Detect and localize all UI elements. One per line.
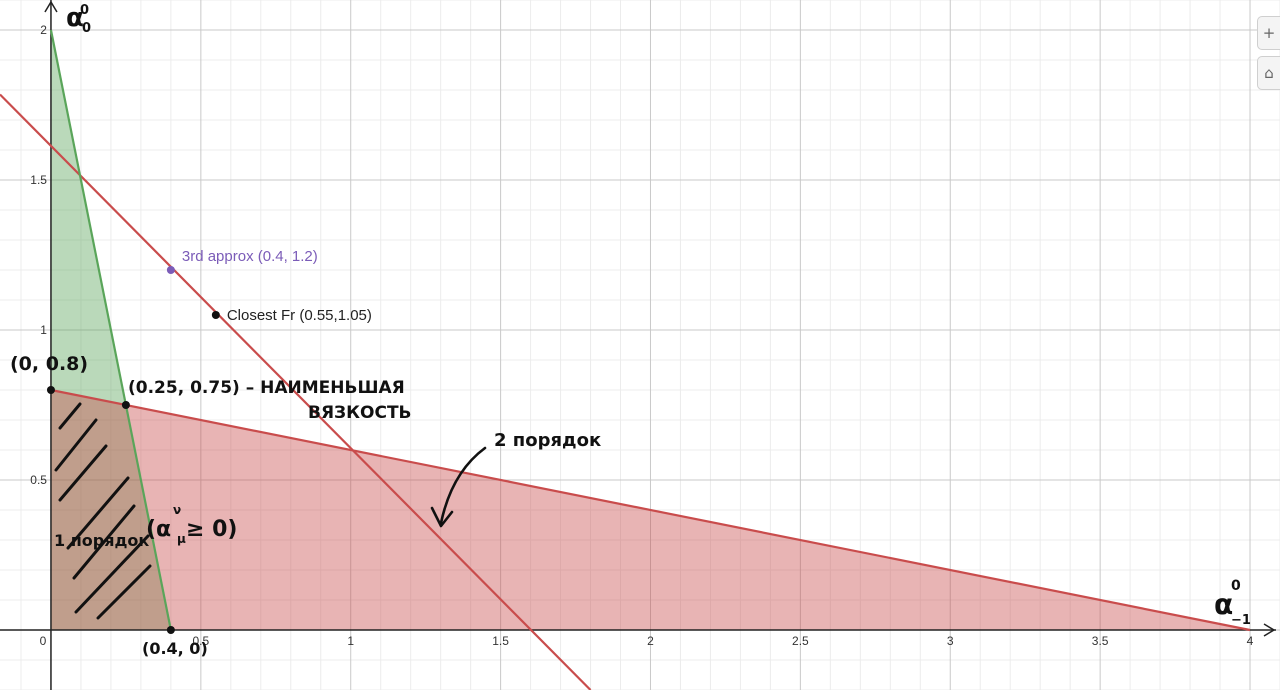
x-tick-label: 1	[347, 634, 354, 648]
hatch-stroke	[66, 476, 130, 550]
point-0-08-annotation: (0, 0.8)	[10, 353, 88, 375]
plotted-points: 3rd approx (0.4, 1.2) Closest Fr (0.55,1.…	[46, 248, 372, 634]
x-tick-label: 0.5	[192, 634, 209, 648]
x-axis-arrow	[1263, 623, 1276, 637]
hatch-stroke	[58, 402, 82, 430]
first-order-condition-sub: μ	[177, 532, 186, 546]
first-order-condition: (α	[146, 517, 171, 542]
first-order-condition-end: ≥ 0)	[186, 517, 237, 542]
zoom-in-button[interactable]: +	[1257, 16, 1280, 50]
x-axis-handwritten-sup: 0	[1231, 578, 1241, 594]
home-button[interactable]: ⌂	[1257, 56, 1280, 90]
y-axis-handwritten-label: α	[66, 3, 84, 33]
x-tick-label: 1.5	[492, 634, 509, 648]
data-point	[121, 401, 130, 409]
y-tick-label: 2	[40, 23, 47, 37]
hatch-stroke	[72, 504, 136, 580]
point-04-0-annotation: (0.4, 0)	[142, 639, 208, 658]
x-tick-label: 0	[40, 634, 47, 648]
point-label: 3rd approx (0.4, 1.2)	[182, 248, 318, 265]
line-red-steep	[0, 93, 592, 690]
x-tick-label: 2	[647, 634, 654, 648]
second-order-annotation: 2 порядок	[494, 430, 601, 451]
x-tick-label: 2.5	[792, 634, 809, 648]
y-tick-label: 0.5	[30, 473, 47, 487]
x-tick-label: 3	[947, 634, 954, 648]
lowest-viscosity-annotation: ВЯЗКОСТЬ	[308, 403, 412, 423]
first-order-annotation: 1 порядок	[54, 531, 149, 550]
point-025-075-annotation: (0.25, 0.75) – НАИМЕНЬШАЯ	[128, 378, 405, 398]
y-axis-handwritten-sup: 0	[80, 3, 89, 18]
y-axis-handwritten-sub: 0	[82, 21, 91, 36]
x-tick-label: 4	[1247, 634, 1254, 648]
second-order-arrowhead	[430, 506, 454, 528]
data-point	[166, 626, 175, 634]
hatch-stroke	[96, 564, 152, 620]
point-label: Closest Fr (0.55,1.05)	[227, 307, 372, 324]
hatch-stroke	[58, 444, 108, 502]
y-tick-label: 1	[40, 323, 47, 337]
tick-labels: 0 0.5 1 1.5 2 2.5 3 3.5 4 0.5 1 1.5 2	[30, 23, 1253, 648]
first-order-condition-sup: ν	[173, 503, 181, 517]
handwritten-annotations: α 0 0 α 0 −1 (0, 0.8) (0.25, 0.75) – НАИ…	[10, 3, 1251, 658]
data-point	[46, 386, 55, 394]
hatch-stroke	[74, 534, 150, 614]
hatch-stroke	[54, 418, 98, 472]
x-tick-label: 3.5	[1092, 634, 1109, 648]
x-axis-handwritten-sub: −1	[1231, 613, 1251, 628]
data-point	[166, 266, 175, 274]
line-green-edge	[49, 29, 172, 631]
plotted-lines	[0, 29, 1251, 690]
y-tick-label: 1.5	[30, 173, 47, 187]
line-red-shallow	[50, 388, 1251, 632]
x-axis-handwritten-label: α	[1214, 588, 1233, 621]
second-order-arrow	[439, 446, 487, 525]
hatch-marks	[54, 402, 152, 620]
data-point	[211, 311, 220, 319]
y-axis-arrow	[44, 0, 58, 13]
